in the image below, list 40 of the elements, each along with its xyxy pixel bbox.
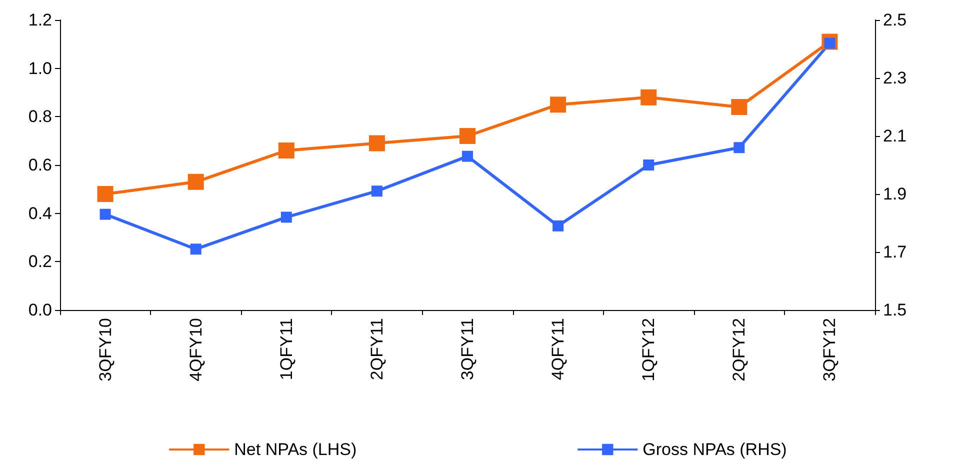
y-tick-label: 0.0 [28,300,52,320]
point [640,89,657,106]
point [278,142,294,158]
point [280,212,292,223]
y2-tick-label: 1.9 [883,184,907,204]
x-tick-label: 2QFY12 [730,318,749,382]
point [371,186,382,197]
x-tick-label: 1QFY12 [639,318,658,382]
legend-label: Net NPAs (LHS) [234,440,357,459]
y2-tick-label: 2.1 [883,126,907,146]
y-tick-label: 0.2 [28,252,52,272]
point [188,174,204,190]
y2-tick-label: 1.5 [883,300,907,320]
y-tick-label: 0.6 [28,156,52,174]
y-tick-label: 1.2 [28,10,52,30]
point [734,142,745,154]
x-tick-label: 3QFY11 [458,318,477,380]
y-tick-label: 0.8 [28,107,52,126]
point [550,96,566,113]
x-tick-label: 3QFY10 [96,318,115,382]
y2-tick-label: 2.3 [883,68,907,88]
point [100,208,111,220]
x-tick-label: 4QFY11 [548,318,568,380]
y-tick-label: 1.0 [28,58,52,78]
x-tick-label: 1QFY11 [276,318,296,380]
point [462,150,473,162]
x-tick-label: 3QFY12 [820,318,840,382]
x-tick-label: 4QFY10 [186,318,206,382]
point [643,160,654,170]
legend-label: Gross NPAs (RHS) [642,440,787,459]
point [731,99,748,115]
point [190,244,202,255]
point [97,186,114,202]
y2-tick-label: 2.5 [883,10,907,30]
y-tick-label: 0.4 [28,204,52,223]
point [368,135,385,152]
point [460,128,476,144]
y2-tick-label: 1.7 [883,242,907,262]
x-tick-label: 2QFY11 [367,318,386,380]
point [552,220,564,232]
